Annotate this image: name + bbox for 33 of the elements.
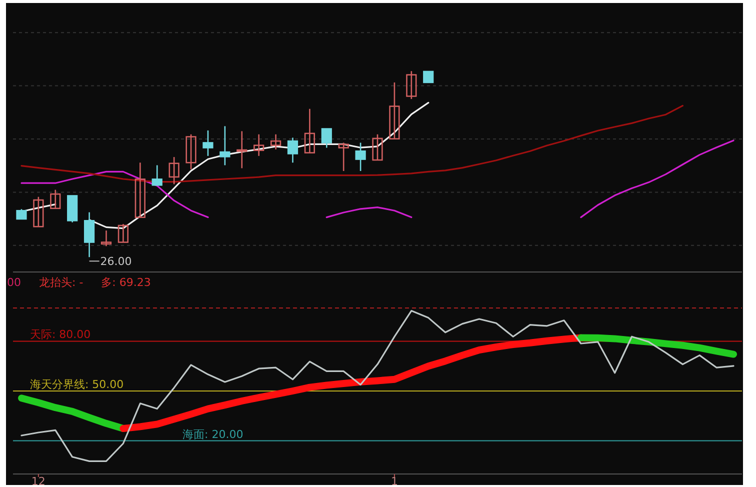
ref-line-label: 海面: 20.00 — [182, 428, 244, 441]
candlestick — [355, 142, 366, 172]
candlestick — [321, 128, 332, 148]
candlestick — [338, 142, 349, 172]
candlestick — [16, 208, 27, 220]
candlestick — [287, 137, 298, 164]
ref-line-label: 天际: 80.00 — [30, 328, 91, 342]
candlestick — [118, 223, 129, 243]
x-tick-label: 1 — [390, 475, 398, 487]
candlestick — [254, 134, 264, 157]
candlestick — [406, 70, 417, 100]
candlestick — [50, 189, 61, 210]
candlestick — [236, 130, 248, 169]
ref-line-label: 海天分界线: 50.00 — [30, 378, 124, 391]
candlestick — [186, 134, 196, 170]
candlestick — [270, 134, 282, 150]
candlestick — [389, 82, 400, 140]
candlestick — [84, 212, 95, 258]
text: 多: 69.23 — [101, 276, 151, 289]
candlestick — [220, 126, 230, 166]
candlestick — [168, 156, 180, 185]
candlestick — [304, 108, 315, 154]
candlestick — [134, 162, 146, 218]
text: 龙抬头: - — [39, 276, 84, 289]
text: 00 — [7, 276, 21, 289]
candlestick — [202, 130, 214, 157]
candlestick — [33, 196, 44, 228]
x-tick-label: 12 — [31, 475, 46, 487]
candlestick — [152, 164, 162, 186]
candlestick — [423, 70, 434, 84]
annotation: 26.00 — [100, 255, 132, 268]
candlestick — [100, 230, 112, 247]
candlestick — [372, 134, 383, 161]
